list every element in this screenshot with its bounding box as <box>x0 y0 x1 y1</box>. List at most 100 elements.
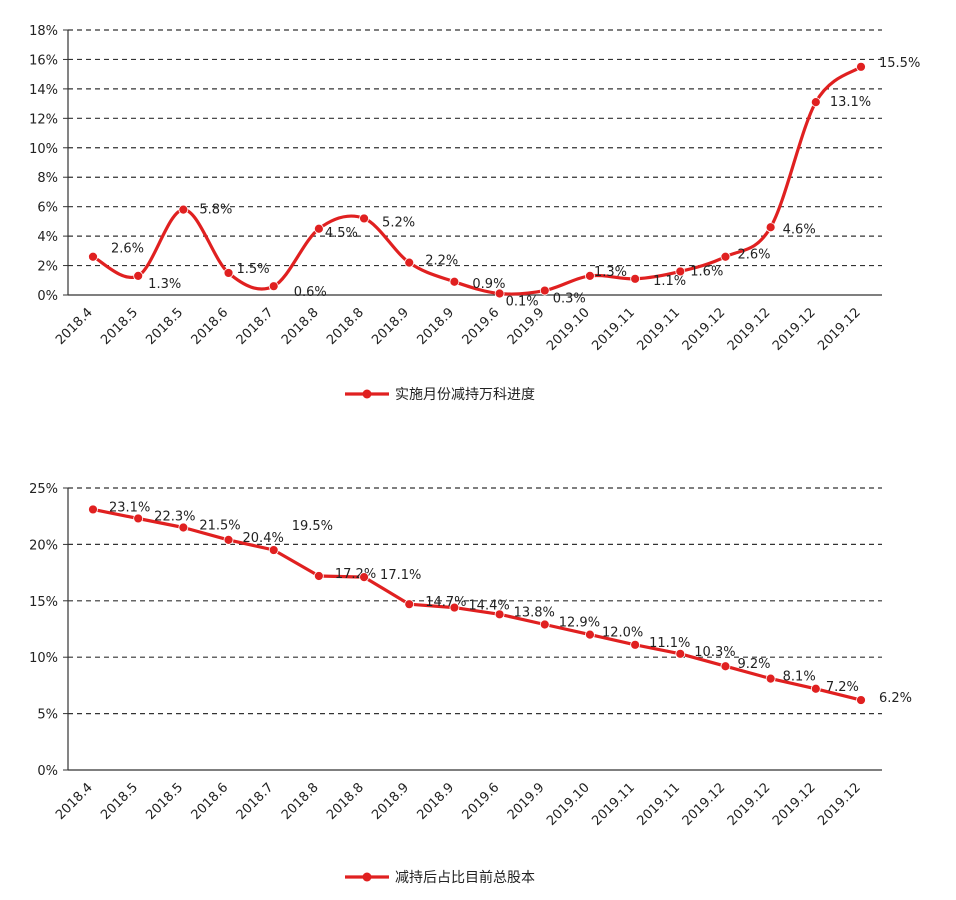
data-label: 2.2% <box>425 254 458 269</box>
x-tick-label: 2019.11 <box>589 780 638 829</box>
y-tick-label: 10% <box>29 142 58 157</box>
data-label: 1.5% <box>237 262 270 277</box>
x-tick-label: 2019.12 <box>680 305 729 354</box>
y-tick-label: 12% <box>29 112 58 127</box>
data-label: 4.5% <box>325 226 358 241</box>
data-point <box>720 251 731 262</box>
x-tick-label: 2018.9 <box>414 305 457 348</box>
legend-marker <box>362 872 372 882</box>
y-tick-label: 20% <box>29 538 58 553</box>
data-label: 12.9% <box>559 615 600 630</box>
x-tick-label: 2019.9 <box>505 305 548 348</box>
data-point <box>133 270 144 281</box>
data-point <box>178 204 189 215</box>
data-point <box>856 695 866 705</box>
data-point <box>585 629 595 640</box>
data-point <box>585 270 595 281</box>
data-point <box>765 222 776 233</box>
data-label: 0.3% <box>553 292 586 307</box>
y-tick-label: 2% <box>37 260 58 275</box>
x-tick-label: 2019.10 <box>544 305 593 354</box>
chart-bottom: 0%5%10%15%20%25%2018.4 2018.5 2018.5 2018.6… <box>29 482 912 886</box>
x-tick-label: 2018.5 <box>98 780 141 823</box>
x-tick-label: 2019.12 <box>770 780 819 829</box>
x-tick-label: 2019.12 <box>770 305 819 354</box>
y-tick-label: 4% <box>37 230 58 245</box>
x-tick-label: 2018.4 <box>53 305 96 348</box>
data-point <box>856 61 866 72</box>
data-point <box>268 545 279 555</box>
x-tick-label: 2019.6 <box>460 305 503 348</box>
data-label: 5.8% <box>199 203 232 218</box>
data-label: 22.3% <box>154 509 195 524</box>
x-tick-label: 2018.7 <box>234 780 277 823</box>
data-point <box>223 534 234 545</box>
x-tick-label: 2019.11 <box>634 305 683 354</box>
x-tick-label: 2019.11 <box>589 305 638 354</box>
x-tick-label: 2018.4 <box>53 780 96 823</box>
data-label: 1.3% <box>594 265 627 280</box>
x-tick-label: 2019.12 <box>815 305 864 354</box>
y-tick-label: 18% <box>29 24 58 39</box>
y-tick-label: 0% <box>37 764 58 779</box>
data-point <box>720 661 731 672</box>
x-tick-label: 2019.11 <box>634 780 683 829</box>
data-label: 23.1% <box>109 500 150 515</box>
data-label: 11.1% <box>649 636 690 651</box>
series-line <box>91 507 863 702</box>
data-point <box>539 619 550 630</box>
data-label: 0.6% <box>294 285 327 300</box>
data-label: 20.4% <box>243 531 284 546</box>
x-tick-label: 2018.8 <box>279 780 322 823</box>
data-label: 2.6% <box>111 242 144 257</box>
x-tick-label: 2018.5 <box>98 305 141 348</box>
data-point <box>810 97 821 108</box>
data-point <box>810 683 821 694</box>
x-tick-label: 2018.9 <box>369 305 412 348</box>
data-label: 14.7% <box>425 595 466 610</box>
data-point <box>630 273 641 284</box>
data-label: 1.6% <box>690 264 723 279</box>
x-tick-label: 2019.9 <box>505 780 548 823</box>
y-tick-label: 5% <box>37 708 58 723</box>
data-label: 0.9% <box>472 277 505 292</box>
x-tick-label: 2018.6 <box>189 305 232 348</box>
data-point <box>449 602 460 613</box>
x-tick-label: 2018.6 <box>189 780 232 823</box>
data-label: 10.3% <box>694 645 735 660</box>
y-tick-label: 6% <box>37 201 58 216</box>
data-point <box>313 223 324 234</box>
data-label: 14.4% <box>468 599 509 614</box>
data-label: 17.1% <box>380 568 421 583</box>
y-tick-label: 16% <box>29 53 58 68</box>
data-point <box>404 257 415 268</box>
data-label: 12.0% <box>602 626 643 641</box>
y-tick-label: 25% <box>29 482 58 497</box>
x-tick-label: 2019.12 <box>725 780 774 829</box>
x-tick-label: 2019.12 <box>725 305 774 354</box>
data-label: 13.8% <box>514 605 555 620</box>
data-point <box>223 268 234 278</box>
legend-label: 减持后占比目前总股本 <box>395 869 535 886</box>
data-label: 4.6% <box>783 222 816 237</box>
x-tick-label: 2019.10 <box>544 780 593 829</box>
series-line <box>91 65 863 296</box>
data-label: 1.1% <box>653 274 686 289</box>
legend-marker <box>362 389 372 399</box>
y-tick-label: 14% <box>29 83 58 98</box>
y-tick-label: 8% <box>37 171 58 186</box>
data-label: 8.1% <box>783 670 816 685</box>
x-tick-label: 2018.5 <box>143 780 186 823</box>
x-tick-label: 2019.6 <box>460 780 503 823</box>
x-tick-label: 2018.9 <box>369 780 412 823</box>
x-tick-label: 2018.9 <box>414 780 457 823</box>
x-tick-label: 2018.8 <box>324 780 367 823</box>
data-point <box>359 572 369 583</box>
data-point <box>630 639 641 650</box>
chart-top: 0%2%4%6%8%10%12%14%16%18%2018.4 2018.5 201… <box>29 24 920 403</box>
data-label: 1.3% <box>148 277 181 292</box>
data-point <box>539 285 550 296</box>
data-label: 7.2% <box>826 680 859 695</box>
